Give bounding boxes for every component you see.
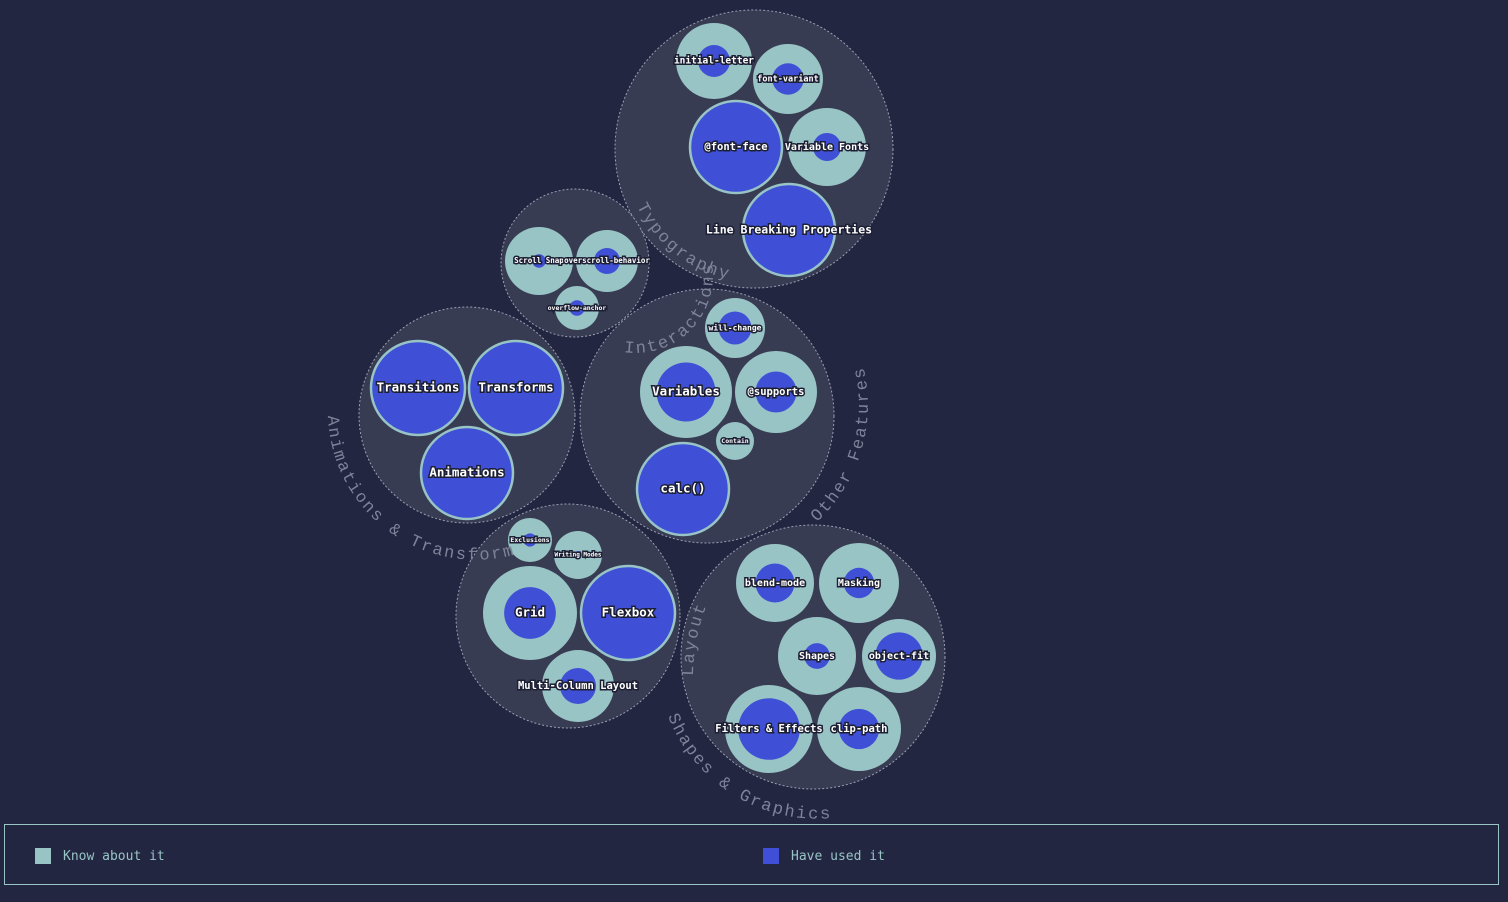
bubble-label-exclusions: Exclusions	[510, 536, 549, 544]
bubble-inner-object-fit	[875, 632, 923, 680]
bubble-label-clip-path: clip-path	[831, 723, 888, 735]
bubble-label-overscroll-behavior: overscroll-behavior	[564, 256, 650, 265]
bubble-inner-font-variant	[772, 63, 804, 95]
legend-label-know: Know about it	[63, 848, 165, 864]
bubble-label-writing-modes: Writing Modes	[555, 552, 602, 559]
bubble-label-shapes: Shapes	[799, 651, 835, 662]
bubble-inner-variable-fonts	[812, 132, 842, 162]
bubble-inner-multi-column-layout	[560, 668, 596, 704]
know-swatch	[35, 848, 51, 864]
bubble-inner-variables	[656, 362, 716, 422]
bubble-label-variables: Variables	[652, 384, 720, 399]
bubble-label-object-fit: object-fit	[869, 650, 929, 662]
bubble-inner-masking	[843, 567, 875, 599]
bubble-outer-line-breaking-properties[interactable]	[741, 182, 837, 278]
bubble-inner-shapes	[804, 643, 830, 669]
bubble-label-masking: Masking	[838, 577, 880, 589]
bubble-outer-transforms[interactable]	[467, 339, 565, 437]
bubble-outer-transitions[interactable]	[369, 339, 467, 437]
bubble-inner-will-change	[718, 311, 752, 345]
bubble-inner-overscroll-behavior	[593, 247, 621, 275]
bubble-inner-scroll-snap	[532, 254, 546, 268]
bubble-inner-overflow-anchor	[569, 300, 585, 316]
legend-item-know: Know about it	[35, 848, 165, 864]
bubble-outer-flexbox[interactable]	[579, 564, 677, 662]
bubble-label-font-variant: font-variant	[757, 74, 818, 85]
legend: Know about it Have used it	[4, 824, 1499, 885]
legend-label-used: Have used it	[791, 848, 885, 864]
bubble-label-scroll-snap: Scroll Snap	[514, 256, 564, 265]
bubble-label-supports: @supports	[748, 386, 805, 398]
bubble-label-will-change: will-change	[709, 323, 762, 333]
bubble-inner-supports	[755, 371, 797, 413]
bubble-label-transitions: Transitions	[377, 380, 460, 395]
bubble-label-animations: Animations	[429, 465, 504, 480]
bubble-outer-font-face[interactable]	[688, 99, 784, 195]
bubble-inner-filters-effects	[738, 698, 800, 760]
bubble-label-line-breaking-properties: Line Breaking Properties	[706, 223, 872, 237]
bubble-label-blend-mode: blend-mode	[745, 578, 805, 589]
bubble-label-grid: Grid	[515, 605, 545, 620]
bubble-label-variable-fonts: Variable Fonts	[785, 141, 869, 153]
legend-item-used: Have used it	[763, 848, 885, 864]
bubble-label-flexbox: Flexbox	[602, 605, 655, 620]
bubble-inner-clip-path	[838, 708, 880, 750]
bubble-outer-calc[interactable]	[635, 441, 731, 537]
bubble-label-overflow-anchor: overflow-anchor	[548, 304, 607, 312]
bubble-label-filters-effects: Filters & Effects	[715, 723, 822, 735]
bubble-label-calc: calc()	[660, 481, 705, 496]
bubble-inner-writing-modes	[574, 551, 582, 559]
bubble-label-contain: Contain	[721, 437, 748, 445]
bubble-inner-exclusions	[523, 533, 537, 547]
bubble-label-font-face: @font-face	[704, 141, 767, 153]
bubble-inner-initial-letter	[698, 45, 730, 77]
bubble-inner-blend-mode	[755, 563, 795, 603]
group-circle-interactions	[500, 188, 650, 338]
bubble-inner-grid	[504, 587, 556, 639]
bubble-label-initial-letter: initial-letter	[674, 56, 754, 67]
bubble-outer-animations[interactable]	[419, 425, 515, 521]
used-swatch	[763, 848, 779, 864]
bubble-outer-contain[interactable]	[716, 422, 754, 460]
bubble-label-multi-column-layout: Multi-Column Layout	[518, 680, 638, 692]
bubble-label-transforms: Transforms	[478, 380, 553, 395]
